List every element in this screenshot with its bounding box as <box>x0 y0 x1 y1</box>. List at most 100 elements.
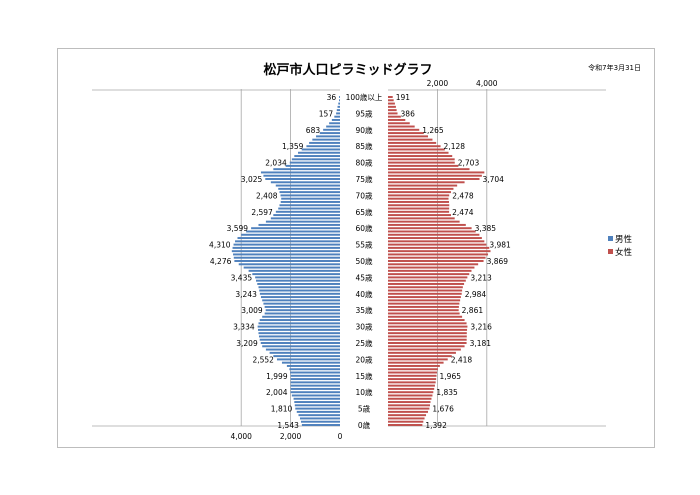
bar-female-age-74 <box>388 181 465 184</box>
bar-male-age-23 <box>265 348 340 351</box>
bar-female-age-57 <box>388 237 482 240</box>
female-axis-tick: 4,000 <box>476 79 498 88</box>
bar-female-age-17 <box>388 368 438 371</box>
bar-male-age-47 <box>248 269 340 272</box>
bar-male-age-32 <box>259 319 340 322</box>
bar-male-age-90 <box>323 128 340 131</box>
legend-label-male: 男性 <box>615 234 633 245</box>
bar-female-age-91 <box>388 125 415 128</box>
age-label: 85歳 <box>355 141 373 151</box>
bars-group <box>231 96 491 426</box>
bar-male-age-61 <box>258 223 340 226</box>
bar-female-age-60 <box>388 227 472 230</box>
data-label-female: 2,418 <box>451 355 473 364</box>
age-labels-group: 100歳以上 95歳 90歳 85歳 80歳 75歳 70歳 65歳 60歳 55歳 50歳 45歳 4… <box>346 92 383 430</box>
bar-male-age-24 <box>262 345 340 348</box>
bar-male-age-54 <box>232 246 340 249</box>
bar-male-age-11 <box>290 387 340 390</box>
data-label-female: 3,704 <box>482 175 504 184</box>
bar-female-age-24 <box>388 345 465 348</box>
bar-male-age-96 <box>336 109 340 112</box>
bar-female-age-76 <box>388 174 482 177</box>
data-label-female: 1,265 <box>422 126 444 135</box>
bar-male-age-68 <box>280 200 340 203</box>
bar-male-age-88 <box>316 135 340 138</box>
data-label-female: 3,216 <box>470 323 492 332</box>
bar-female-age-94 <box>388 115 401 118</box>
bar-male-age-6 <box>294 404 340 407</box>
bar-male-age-94 <box>334 115 340 118</box>
male-axis-tick: 4,000 <box>230 432 252 441</box>
bar-female-age-69 <box>388 197 449 200</box>
bar-female-age-45 <box>388 276 468 279</box>
male-axis-tick: 0 <box>338 432 343 441</box>
legend: 男性 女性 <box>608 234 633 258</box>
bar-male-age-33 <box>262 315 340 318</box>
bar-female-age-75 <box>388 178 480 180</box>
age-label: 75歳 <box>355 174 373 184</box>
bar-male-age-74 <box>270 181 340 184</box>
bar-male-age-49 <box>238 263 340 266</box>
chart-frame: 36 191 157 386 683 1,265 1,359 2,128 2,034 2,703 3… <box>57 48 655 448</box>
bar-female-age-15 <box>388 374 437 377</box>
data-label-female: 3,385 <box>475 224 497 233</box>
bar-male-age-40 <box>259 292 340 295</box>
age-label: 95歳 <box>355 108 373 118</box>
data-label-female: 2,861 <box>462 306 484 315</box>
bar-female-age-80 <box>388 161 455 164</box>
bar-male-age-15 <box>290 374 340 377</box>
bar-male-age-97 <box>337 105 340 108</box>
bar-male-age-62 <box>265 220 340 223</box>
bar-female-age-71 <box>388 191 451 194</box>
data-label-male: 2,597 <box>251 208 273 217</box>
bar-female-age-0 <box>388 424 423 426</box>
bar-female-age-90 <box>388 128 420 131</box>
bar-female-age-33 <box>388 315 463 318</box>
bar-female-age-32 <box>388 319 465 322</box>
bar-male-age-66 <box>278 207 340 210</box>
bar-male-age-0 <box>301 424 340 426</box>
bar-female-age-72 <box>388 187 454 190</box>
bar-male-age-38 <box>262 299 340 302</box>
bar-male-age-44 <box>256 279 340 282</box>
bar-male-age-80 <box>289 161 340 164</box>
age-label: 70歳 <box>355 190 373 200</box>
bar-male-age-46 <box>252 273 340 276</box>
bar-female-age-13 <box>388 381 436 384</box>
bar-male-age-87 <box>312 138 340 141</box>
bar-female-age-88 <box>388 135 429 138</box>
axis-ticks-group: 4,000 2,000 0 2,000 4,000 <box>230 79 497 441</box>
data-label-female: 2,478 <box>452 191 474 200</box>
bar-male-age-42 <box>258 286 340 289</box>
data-label-female: 2,984 <box>465 290 487 299</box>
bar-male-age-82 <box>294 155 340 158</box>
age-label: 5歳 <box>358 404 371 414</box>
data-label-male: 683 <box>306 126 321 135</box>
bar-male-age-85 <box>306 145 340 148</box>
bar-male-age-73 <box>275 184 340 187</box>
bar-female-age-7 <box>388 401 431 404</box>
bar-female-age-100 <box>388 96 393 98</box>
bar-male-age-58 <box>241 233 340 236</box>
bar-male-age-41 <box>259 289 340 292</box>
bar-female-age-19 <box>388 361 444 364</box>
bar-male-age-59 <box>246 230 340 233</box>
bar-female-age-98 <box>388 102 395 105</box>
bar-female-age-44 <box>388 279 466 282</box>
bar-female-age-40 <box>388 292 462 295</box>
bar-male-age-95 <box>336 112 340 115</box>
bar-female-age-62 <box>388 220 460 223</box>
bar-female-age-11 <box>388 387 435 390</box>
bar-male-age-64 <box>273 214 340 217</box>
bar-male-age-83 <box>298 151 340 154</box>
data-label-male: 3,599 <box>227 224 249 233</box>
bar-female-age-53 <box>388 250 491 253</box>
bar-female-age-97 <box>388 105 396 108</box>
bar-male-age-53 <box>231 250 340 253</box>
age-label: 100歳以上 <box>346 92 383 102</box>
data-label-male: 1,543 <box>277 421 299 430</box>
bar-male-age-84 <box>301 148 340 151</box>
bar-male-age-98 <box>338 102 340 105</box>
data-label-male: 1,359 <box>282 142 304 151</box>
